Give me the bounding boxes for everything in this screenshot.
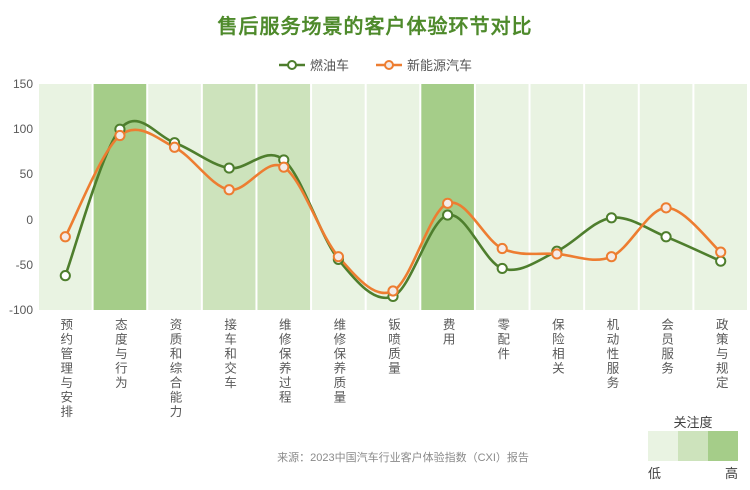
x-axis-label: 预约管理与安排 xyxy=(58,318,73,420)
data-point-marker-1-2 xyxy=(168,141,181,153)
data-point-marker-1-6 xyxy=(387,285,399,297)
y-tick-label: 50 xyxy=(19,167,33,182)
attention-column-low xyxy=(312,84,365,310)
data-point-marker-1-9 xyxy=(551,248,563,260)
x-axis-label: 机动性服务 xyxy=(604,318,619,391)
data-point-marker-0-3 xyxy=(223,162,235,174)
x-axis-label: 零配件 xyxy=(495,318,510,362)
data-point-marker-1-4 xyxy=(278,161,290,173)
attention-legend-title: 关注度 xyxy=(673,415,713,430)
attention-gradient-legend xyxy=(648,431,738,461)
x-axis-label: 钣喷质量 xyxy=(386,318,400,376)
series-legend: 燃油车 新能源汽车 xyxy=(0,55,750,74)
data-point-marker-1-8 xyxy=(496,242,508,255)
line-marker-icon xyxy=(278,59,305,70)
y-tick-label: -100 xyxy=(8,303,33,317)
attention-column-medium xyxy=(257,84,311,310)
data-point-marker-0-11 xyxy=(660,231,672,243)
data-point-marker-1-5 xyxy=(332,251,344,263)
data-point-marker-0-0 xyxy=(59,270,71,282)
x-axis-label: 态度与行为 xyxy=(112,318,127,391)
attention-low-label: 低 xyxy=(648,466,662,481)
data-point-marker-1-12 xyxy=(715,246,727,258)
x-axis-label: 政策与规定 xyxy=(713,318,728,391)
legend-item-fuel-vehicle[interactable]: 燃油车 xyxy=(278,55,349,74)
x-axis-label: 费用 xyxy=(440,318,455,347)
data-point-marker-1-3 xyxy=(223,184,235,196)
attention-column-low xyxy=(585,84,638,310)
attention-column-medium xyxy=(202,84,256,310)
data-point-marker-0-7 xyxy=(442,209,454,221)
data-point-marker-1-10 xyxy=(605,251,618,263)
x-axis-label: 保险相关 xyxy=(549,318,564,376)
attention-column-high xyxy=(421,84,474,310)
chart-title: 售后服务场景的客户体验环节对比 xyxy=(217,16,533,38)
source-note: 来源：2023中国汽车行业客户体验指数（CXI）报告 xyxy=(277,452,529,464)
x-axis-label: 接车和交车 xyxy=(222,318,237,391)
y-tick-label: 150 xyxy=(12,77,33,91)
data-point-marker-0-10 xyxy=(605,212,618,224)
x-axis-label: 资质和综合能力 xyxy=(167,318,182,420)
attention-swatch-low xyxy=(648,431,678,461)
x-axis-label: 维修保养过程 xyxy=(276,318,291,405)
attention-swatch-high xyxy=(708,431,738,461)
attention-column-high xyxy=(93,84,147,310)
line-marker-icon xyxy=(376,59,402,70)
attention-high-label: 高 xyxy=(724,466,738,481)
y-tick-label: 100 xyxy=(12,122,33,137)
data-point-marker-1-0 xyxy=(59,231,71,243)
legend-item-ev-vehicle[interactable]: 新能源汽车 xyxy=(375,55,472,74)
x-axis-label: 维修保养质量 xyxy=(331,318,346,405)
data-point-marker-1-1 xyxy=(114,129,126,142)
data-point-marker-1-11 xyxy=(660,202,672,214)
data-point-marker-0-8 xyxy=(496,262,508,275)
attention-swatch-medium xyxy=(678,431,708,461)
data-point-marker-1-7 xyxy=(442,197,454,209)
attention-column-low xyxy=(530,84,584,310)
attention-column-low xyxy=(639,84,693,310)
attention-column-low xyxy=(475,84,529,310)
series-line-0 xyxy=(64,119,722,300)
x-axis-label: 会员服务 xyxy=(659,318,674,376)
data-point-marker-0-12 xyxy=(715,255,727,267)
legend-label: 新能源汽车 xyxy=(407,58,473,73)
attention-column-low xyxy=(366,84,420,310)
attention-column-low xyxy=(694,84,747,310)
y-tick-label: 0 xyxy=(26,212,33,227)
legend-label: 燃油车 xyxy=(309,58,349,73)
y-tick-label: -50 xyxy=(15,257,33,272)
attention-column-low xyxy=(148,84,201,310)
